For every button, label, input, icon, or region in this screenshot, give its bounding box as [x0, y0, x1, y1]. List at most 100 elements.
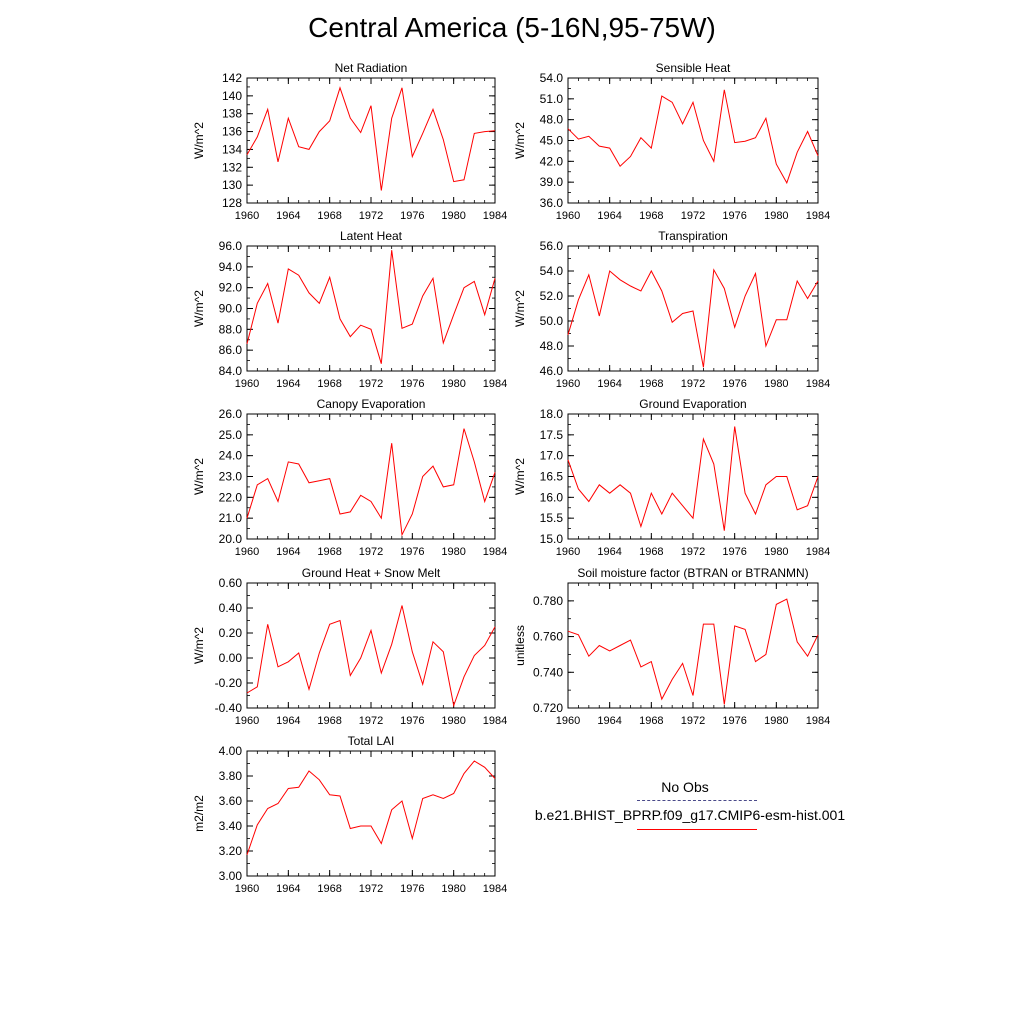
x-tick-label: 1972 [681, 546, 705, 558]
page-title: Central America (5-16N,95-75W) [308, 12, 716, 43]
plot-frame [567, 245, 819, 372]
x-tick-label: 1976 [400, 883, 424, 895]
x-tick-label: 1980 [441, 546, 465, 558]
chart-title: Net Radiation [335, 61, 408, 75]
chart-panel: 1960 1964 1968 1972 1976 1980 1984 128 130 132 134… [192, 61, 507, 222]
y-tick-label: 46.0 [540, 364, 564, 378]
y-tick-label: 52.0 [540, 289, 564, 303]
series-line [246, 250, 496, 364]
x-tick-label: 1968 [317, 546, 341, 558]
x-tick-label: 1964 [276, 883, 300, 895]
x-tick-label: 1972 [359, 715, 383, 727]
y-axis-label: unitless [513, 625, 527, 666]
y-tick-label: 0.40 [219, 601, 243, 615]
x-tick-label: 1976 [722, 715, 746, 727]
y-tick-label: 50.0 [540, 314, 564, 328]
y-tick-label: 88.0 [219, 322, 243, 336]
x-tick-label: 1968 [317, 715, 341, 727]
y-axis-label: m2/m2 [192, 795, 206, 832]
x-tick-label: 1960 [235, 210, 259, 222]
x-tick-label: 1972 [359, 378, 383, 390]
y-tick-label: 15.0 [540, 532, 564, 546]
y-tick-label: 0.740 [533, 665, 563, 679]
y-axis-label: W/m^2 [192, 458, 206, 495]
x-tick-label: 1968 [639, 378, 663, 390]
y-tick-label: 18.0 [540, 407, 564, 421]
x-tick-label: 1964 [597, 546, 621, 558]
chart-title: Ground Heat + Snow Melt [302, 566, 441, 580]
y-tick-label: 16.5 [540, 470, 564, 484]
chart-title: Latent Heat [340, 229, 403, 243]
chart-title: Sensible Heat [656, 61, 731, 75]
y-tick-label: 96.0 [219, 239, 243, 253]
y-tick-label: 84.0 [219, 364, 243, 378]
legend-model-line [637, 829, 757, 830]
y-tick-label: 24.0 [219, 449, 243, 463]
y-tick-label: 3.40 [219, 819, 243, 833]
y-tick-label: 0.60 [219, 576, 243, 590]
y-tick-label: 20.0 [219, 532, 243, 546]
x-tick-label: 1960 [556, 715, 580, 727]
legend-model-label: b.e21.BHIST_BPRP.f09_g17.CMIP6-esm-hist.… [534, 807, 846, 823]
x-tick-label: 1976 [400, 715, 424, 727]
y-tick-label: 15.5 [540, 511, 564, 525]
y-axis-label: W/m^2 [192, 122, 206, 159]
x-tick-label: 1972 [681, 378, 705, 390]
x-tick-label: 1980 [441, 210, 465, 222]
y-tick-label: 17.0 [540, 449, 564, 463]
x-tick-label: 1964 [276, 378, 300, 390]
chart-title: Soil moisture factor (BTRAN or BTRANMN) [577, 566, 808, 580]
y-tick-label: 56.0 [540, 239, 564, 253]
x-tick-label: 1976 [722, 378, 746, 390]
x-tick-label: 1984 [806, 715, 830, 727]
x-tick-label: 1964 [276, 546, 300, 558]
x-tick-label: 1968 [317, 210, 341, 222]
y-tick-label: 0.20 [219, 626, 243, 640]
legend-obs-label: No Obs [661, 779, 709, 795]
plot-frame [246, 245, 496, 372]
y-tick-label: 3.80 [219, 769, 243, 783]
x-tick-label: 1980 [764, 210, 788, 222]
x-tick-label: 1964 [276, 210, 300, 222]
x-tick-label: 1980 [764, 715, 788, 727]
y-tick-label: 130 [222, 178, 242, 192]
x-tick-label: 1984 [806, 210, 830, 222]
x-tick-label: 1968 [317, 378, 341, 390]
series-line [567, 598, 819, 705]
y-tick-label: 92.0 [219, 281, 243, 295]
chart-title: Transpiration [658, 229, 728, 243]
x-tick-label: 1960 [556, 378, 580, 390]
y-tick-label: -0.40 [215, 701, 243, 715]
x-tick-label: 1980 [441, 883, 465, 895]
y-tick-label: 25.0 [219, 428, 243, 442]
y-tick-label: 94.0 [219, 260, 243, 274]
x-tick-label: 1980 [764, 378, 788, 390]
x-tick-label: 1972 [681, 715, 705, 727]
y-axis-label: W/m^2 [192, 627, 206, 664]
series-line [567, 268, 819, 368]
x-tick-label: 1968 [317, 883, 341, 895]
y-tick-label: 42.0 [540, 154, 564, 168]
y-tick-label: 128 [222, 196, 242, 210]
y-tick-label: 16.0 [540, 490, 564, 504]
chart-panel: 1960 1964 1968 1972 1976 1980 1984 3.00 3.20 3.40… [192, 734, 507, 895]
x-tick-label: 1960 [235, 546, 259, 558]
chart-title: Ground Evaporation [639, 397, 746, 411]
y-tick-label: 54.0 [540, 264, 564, 278]
x-tick-label: 1960 [235, 715, 259, 727]
plot-frame [567, 77, 819, 204]
x-tick-label: 1964 [597, 378, 621, 390]
legend-obs-line [637, 800, 757, 801]
plot-frame [246, 750, 496, 877]
chart-panel: 1960 1964 1968 1972 1976 1980 1984 0.720 0.740 0.… [513, 566, 830, 727]
chart-panel: 1960 1964 1968 1972 1976 1980 1984 36.0 39.0 42.0… [513, 61, 830, 222]
y-tick-label: 3.60 [219, 794, 243, 808]
series-line [567, 426, 819, 531]
y-tick-label: 17.5 [540, 428, 564, 442]
x-tick-label: 1968 [639, 546, 663, 558]
x-tick-label: 1972 [359, 883, 383, 895]
x-tick-label: 1960 [235, 378, 259, 390]
y-tick-label: 136 [222, 125, 242, 139]
plot-frame [246, 582, 496, 709]
chart-title: Total LAI [348, 734, 395, 748]
